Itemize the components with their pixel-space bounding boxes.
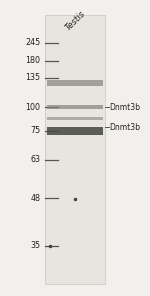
Text: 75: 75	[30, 126, 40, 135]
Text: 63: 63	[30, 155, 40, 164]
Text: 100: 100	[26, 103, 40, 112]
Text: 135: 135	[25, 73, 40, 82]
FancyBboxPatch shape	[45, 15, 105, 284]
FancyBboxPatch shape	[46, 105, 104, 109]
Text: 48: 48	[30, 194, 40, 203]
FancyBboxPatch shape	[46, 117, 104, 120]
Text: Dnmt3b: Dnmt3b	[110, 123, 141, 132]
Text: 35: 35	[30, 241, 40, 250]
Text: Dnmt3b: Dnmt3b	[110, 103, 141, 112]
FancyBboxPatch shape	[46, 127, 104, 135]
Text: 180: 180	[26, 56, 40, 65]
Text: 245: 245	[25, 38, 40, 47]
FancyBboxPatch shape	[46, 80, 104, 86]
Text: Testis: Testis	[63, 9, 87, 32]
